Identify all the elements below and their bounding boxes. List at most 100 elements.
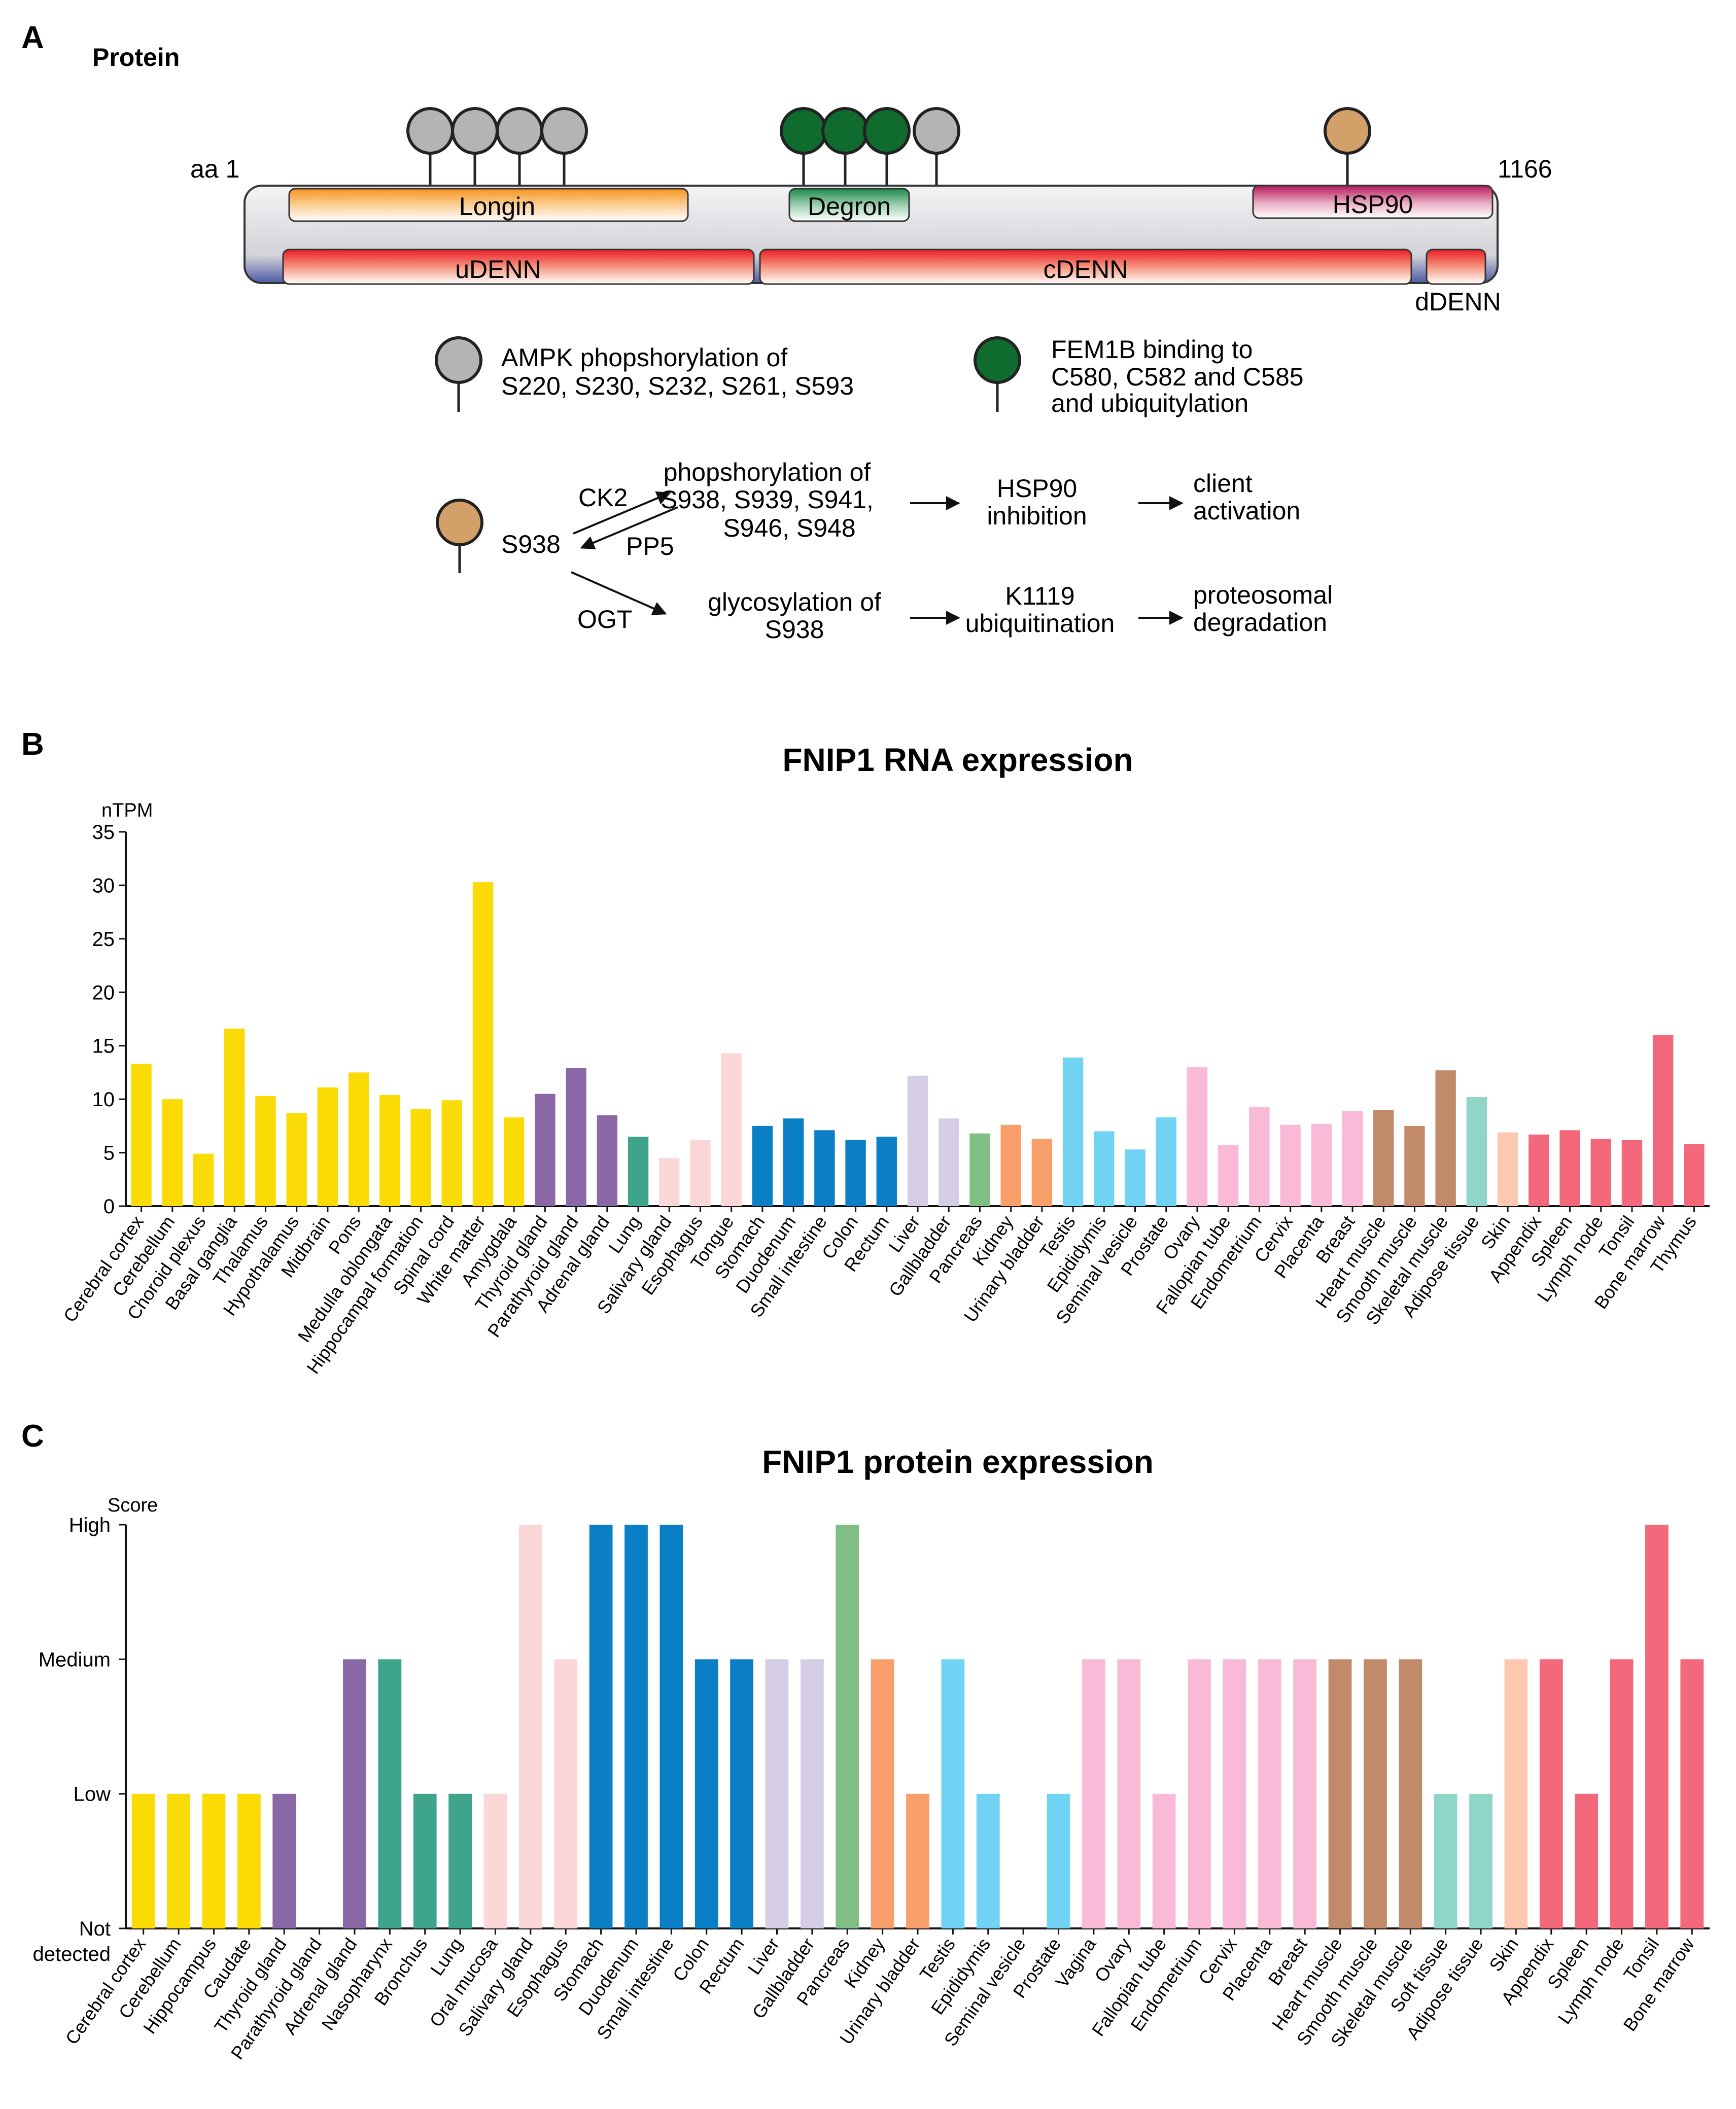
panel-label-b: B — [21, 727, 44, 762]
rna-bar — [162, 1099, 183, 1206]
rna-bar — [1280, 1124, 1301, 1206]
rna-bar — [628, 1136, 649, 1206]
aa-end-label: 1166 — [1498, 155, 1552, 183]
rna-bar — [1621, 1140, 1643, 1206]
protein-bar — [167, 1794, 190, 1928]
protein-bar — [624, 1525, 648, 1928]
rna-y-tick-label: 15 — [92, 1035, 115, 1058]
protein-y-tick-label: High — [69, 1514, 111, 1536]
protein-bar — [413, 1794, 437, 1928]
rna-bar — [1187, 1067, 1208, 1206]
protein-y-tick-label: detected — [33, 1943, 111, 1965]
fem1b-site-marker — [780, 107, 827, 155]
protein-y-tick-label: Medium — [39, 1648, 111, 1671]
ampk-site-marker — [496, 107, 543, 155]
rna-bar — [441, 1100, 462, 1206]
longin-label: Longin — [459, 192, 535, 221]
protein-y-tick-label: Low — [74, 1783, 111, 1806]
protein-bar — [1328, 1659, 1352, 1928]
rna-bar — [1466, 1097, 1487, 1206]
degron-label: Degron — [808, 192, 891, 221]
rna-bar — [1435, 1070, 1456, 1206]
client-activation-line2: activation — [1193, 497, 1300, 525]
k1119-line2: ubiquitination — [965, 609, 1115, 638]
rna-y-tick-label: 5 — [103, 1142, 115, 1165]
ampk-site-marker — [540, 107, 588, 155]
protein-bar — [448, 1794, 472, 1928]
panel-label-c: C — [21, 1419, 44, 1454]
protein-expression-chart: C FNIP1 protein expression Score Not dete… — [21, 1419, 1710, 2063]
rna-bar — [1497, 1132, 1518, 1206]
protein-bar — [941, 1659, 965, 1928]
protein-bar — [1575, 1794, 1599, 1928]
rna-bar — [1342, 1111, 1363, 1206]
ck2-arrow — [573, 491, 671, 535]
fem1b-site-marker — [821, 107, 869, 155]
hsp90-inhibition-line2: inhibition — [987, 502, 1087, 530]
protein-bar — [871, 1659, 894, 1928]
protein-bar — [1504, 1659, 1528, 1928]
ogt-label: OGT — [577, 605, 632, 634]
rna-y-tick-label: 25 — [92, 928, 115, 951]
rna-bar — [814, 1130, 835, 1206]
s938-site-marker — [1324, 107, 1371, 155]
rna-y-tick-label: 10 — [92, 1088, 115, 1111]
rna-bar — [876, 1136, 897, 1206]
protein-bar — [1434, 1794, 1457, 1928]
hsp90-label: HSP90 — [1333, 190, 1413, 219]
protein-y-tick-label: Not — [79, 1918, 111, 1940]
rna-bar — [783, 1118, 804, 1206]
rna-bar — [1249, 1106, 1270, 1206]
rna-y-unit: nTPM — [101, 800, 153, 821]
protein-bar — [1645, 1525, 1669, 1928]
protein-bar — [518, 1525, 542, 1928]
ampk-site-marker — [913, 107, 960, 155]
protein-bar — [1399, 1659, 1422, 1928]
degradation-line1: proteosomal — [1193, 581, 1333, 609]
ogt-arrow — [571, 571, 667, 615]
rna-bar — [907, 1075, 928, 1206]
rna-bar — [752, 1126, 773, 1206]
protein-bar — [589, 1525, 613, 1928]
rna-bar — [1404, 1126, 1425, 1206]
phos-line3: S946, S948 — [723, 514, 855, 542]
rna-bar — [224, 1028, 245, 1206]
rna-expression-chart: B FNIP1 RNA expression nTPM 0 5 10 15 20 25 30… — [21, 727, 1710, 1378]
ampk-site-marker — [451, 107, 499, 155]
protein-bar — [378, 1659, 402, 1928]
longin-domain — [288, 188, 689, 222]
rna-bar — [721, 1053, 742, 1206]
s938-site-label: S938 — [501, 530, 561, 558]
ampk-lollipops — [429, 153, 938, 186]
s938-legend-marker — [436, 499, 483, 546]
fem1b-legend-line3: and ubiquitylation — [1051, 389, 1248, 417]
protein-bar — [695, 1659, 718, 1928]
rna-bar — [845, 1140, 866, 1206]
protein-bar — [765, 1659, 789, 1928]
rna-bar — [1559, 1130, 1580, 1206]
rna-bar — [1031, 1139, 1053, 1206]
fem1b-legend-marker — [974, 336, 1021, 384]
glyc-line1: glycosylation of — [708, 588, 881, 616]
rna-bar — [193, 1153, 214, 1206]
protein-bar — [1469, 1794, 1492, 1928]
protein-bar — [131, 1794, 155, 1928]
protein-bar — [1364, 1659, 1387, 1928]
protein-bar — [1539, 1659, 1563, 1928]
protein-bar — [237, 1794, 261, 1928]
rna-bar — [597, 1115, 618, 1206]
protein-y-unit: Score — [108, 1495, 158, 1516]
rna-chart-title: FNIP1 RNA expression — [782, 742, 1133, 778]
rna-bar — [255, 1096, 276, 1206]
rna-bar — [659, 1158, 680, 1206]
rna-bar — [1311, 1123, 1332, 1206]
protein-bar — [800, 1659, 824, 1928]
rna-y-tick-label: 0 — [103, 1196, 115, 1218]
ampk-site-marker — [406, 107, 454, 155]
protein-bar — [202, 1794, 226, 1928]
rna-bar — [1529, 1134, 1549, 1206]
rna-bar — [1218, 1145, 1239, 1206]
panel-label-a: A — [21, 20, 44, 55]
rna-bar — [410, 1109, 431, 1206]
protein-bar — [1223, 1659, 1246, 1928]
